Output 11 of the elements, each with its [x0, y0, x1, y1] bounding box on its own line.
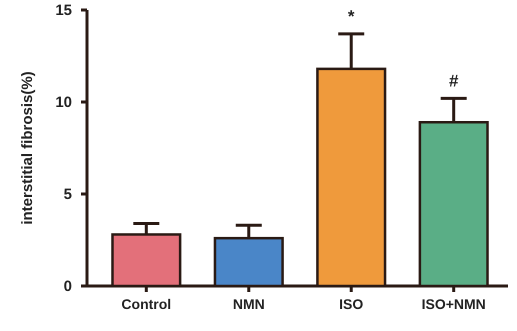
x-tick-label: ISO — [339, 296, 364, 312]
x-tick-label: ISO+NMN — [422, 296, 486, 312]
annotation: * — [348, 6, 355, 26]
x-tick-label: Control — [121, 296, 172, 312]
x-tick-label: NMN — [232, 296, 265, 312]
y-tick-label: 0 — [64, 278, 72, 295]
annotation: # — [448, 71, 459, 90]
y-tick-label: 15 — [55, 2, 72, 19]
y-axis-title: interstitial fibrosis(%) — [19, 71, 36, 225]
y-tick-label: 10 — [55, 94, 72, 111]
y-tick-label: 5 — [64, 186, 72, 203]
